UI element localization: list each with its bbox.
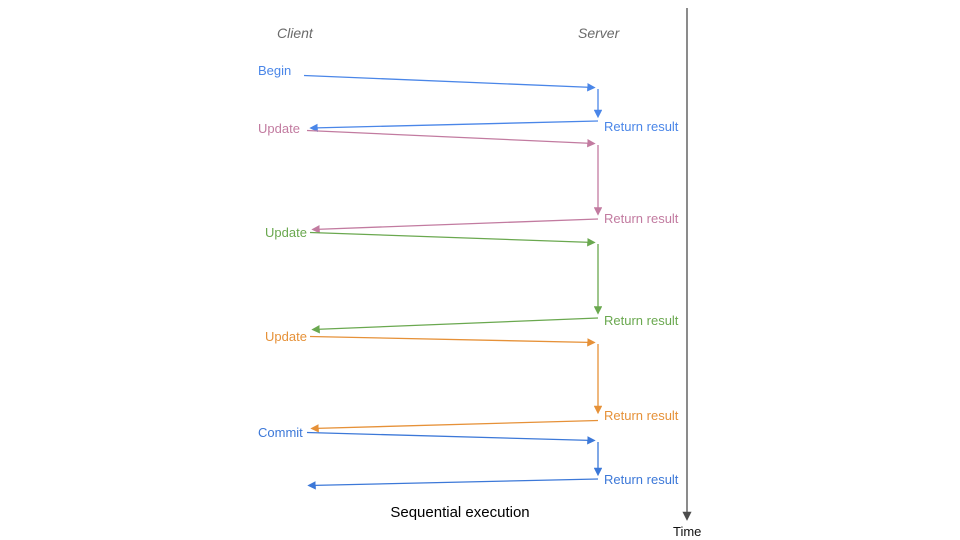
update3-call-label: Update — [265, 329, 307, 344]
server-header-label: Server — [578, 25, 620, 41]
t3-return-arrow — [311, 317, 599, 334]
t1-return-arrow — [309, 120, 599, 133]
commit-return-result-label: Return result — [604, 472, 679, 487]
t3-request-arrow — [309, 231, 596, 247]
t2-return-arrow — [311, 218, 599, 234]
t2-request-arrow — [306, 129, 596, 148]
t5-return-arrow — [307, 478, 599, 490]
update3-return-result-label: Return result — [604, 408, 679, 423]
t4-request-arrow — [309, 335, 596, 347]
begin-return-result-label: Return result — [604, 119, 679, 134]
diagram-title: Sequential execution — [390, 504, 530, 521]
update2-return-result-label: Return result — [604, 313, 679, 328]
t5-request-arrow — [306, 431, 596, 445]
time-axis-label: Time — [673, 524, 702, 539]
t1-request-arrow — [303, 74, 596, 92]
commit-call-label: Commit — [258, 425, 303, 440]
update2-call-label: Update — [265, 225, 307, 240]
t4-return-arrow — [310, 419, 599, 433]
begin-call-label: Begin — [258, 63, 292, 78]
client-header-label: Client — [277, 25, 313, 41]
update1-call-label: Update — [258, 121, 300, 136]
update1-return-result-label: Return result — [604, 211, 679, 226]
